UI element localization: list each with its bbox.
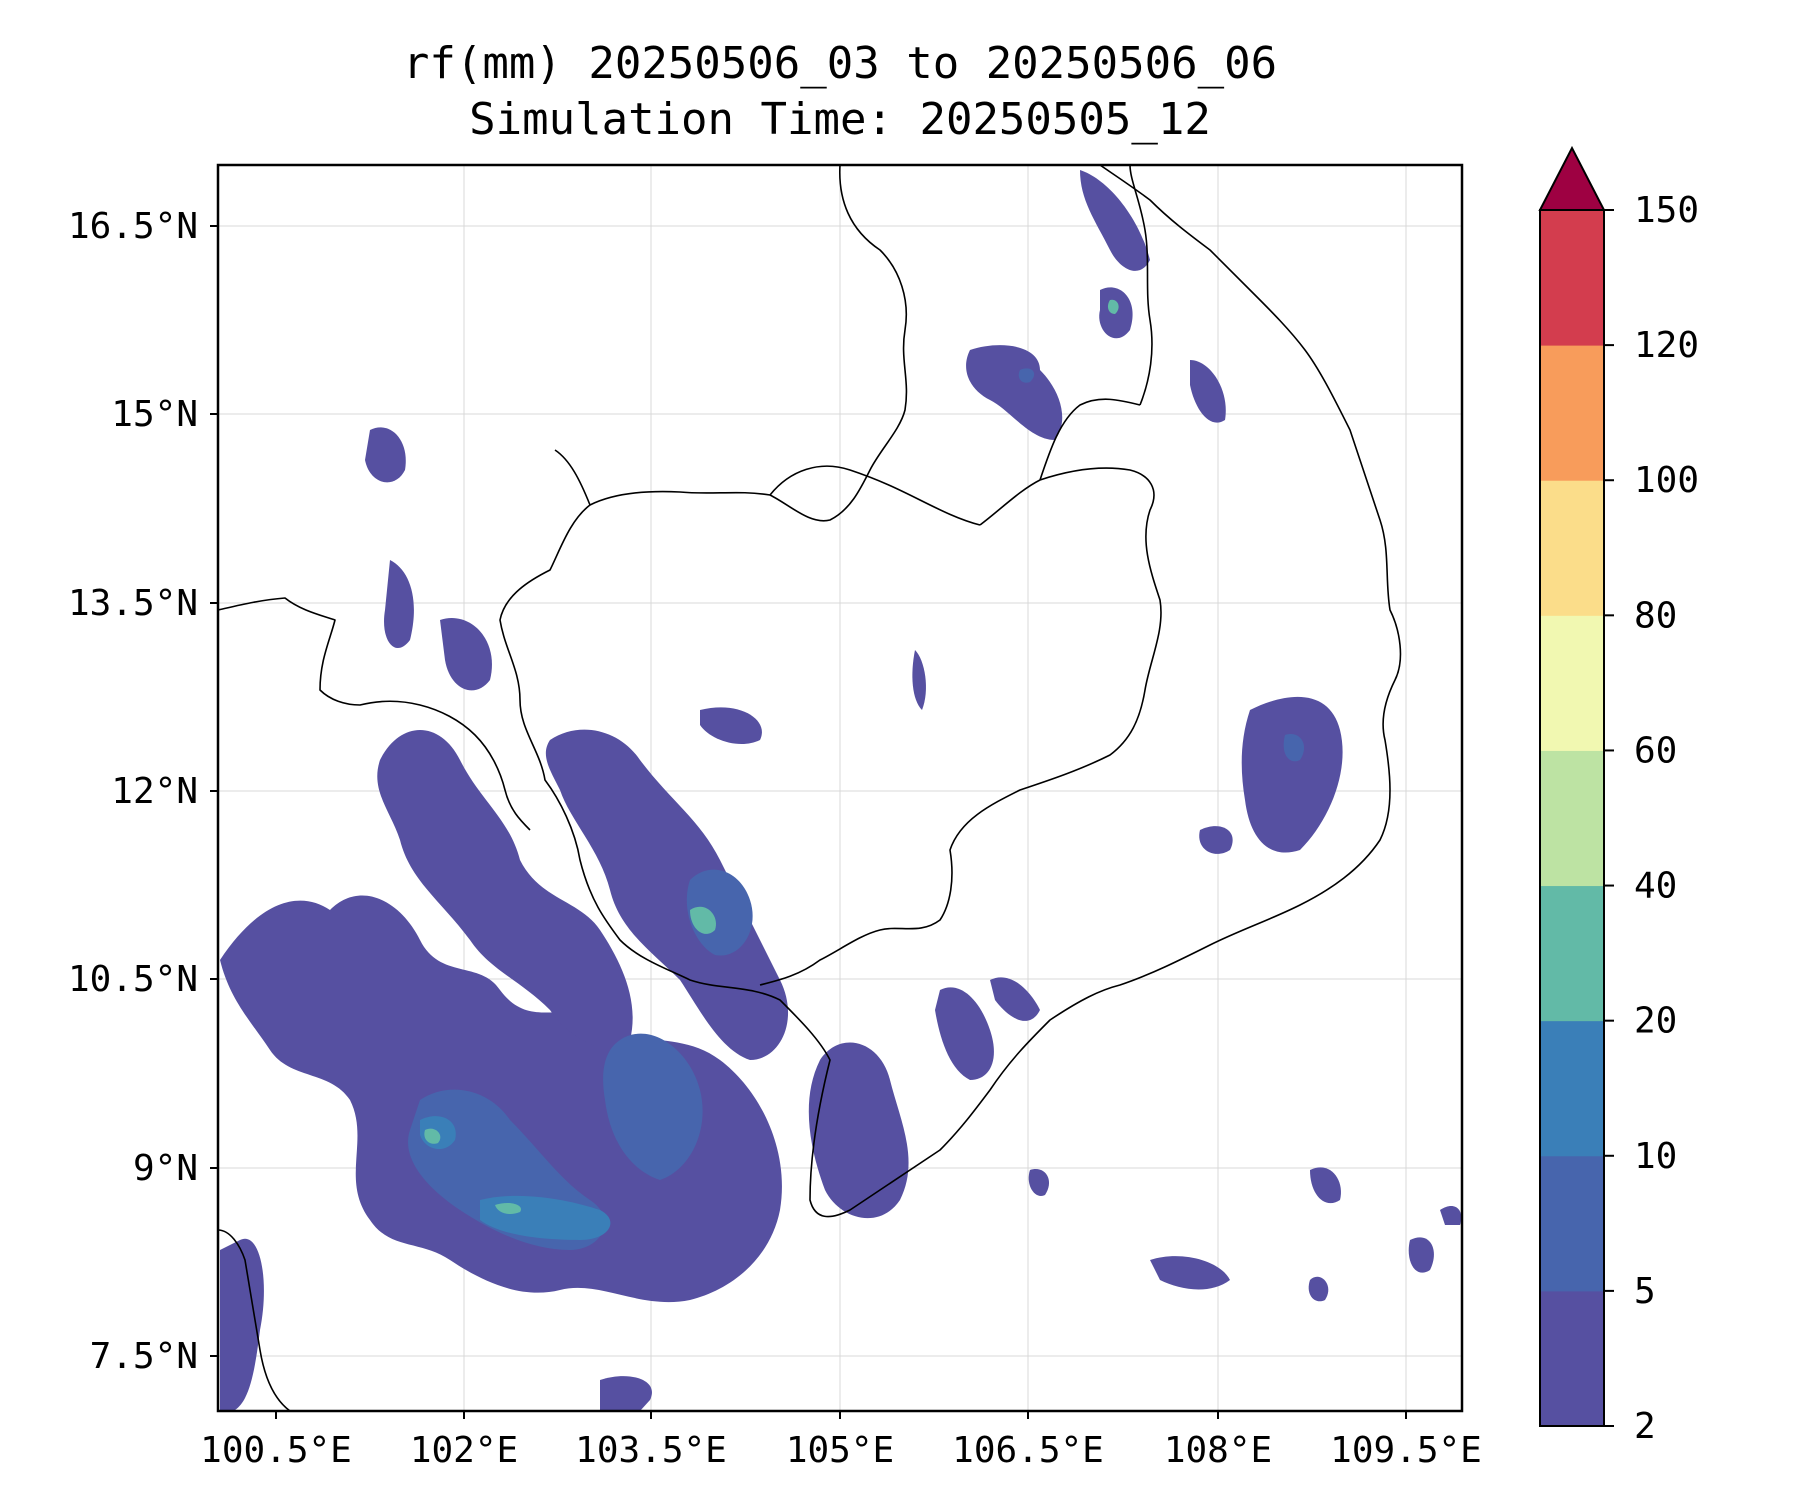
colorbar-segment: [1540, 1290, 1604, 1427]
colorbar-segment: [1540, 480, 1604, 616]
colorbar-label: 150: [1634, 190, 1699, 231]
colorbar-segment: [1540, 615, 1604, 751]
y-tick-label: 12°N: [111, 771, 198, 812]
x-tick-label: 105°E: [786, 1430, 894, 1471]
gulf-west-coast: [218, 597, 531, 831]
colorbar-segment: [1540, 210, 1604, 346]
x-tick-label: 100.5°E: [200, 1430, 352, 1471]
x-tick-label: 103.5°E: [575, 1430, 727, 1471]
map-content: [218, 165, 1462, 1411]
colorbar-label: 80: [1634, 595, 1677, 636]
x-tick-label: 109.5°E: [1330, 1430, 1482, 1471]
colorbar-label: 2: [1634, 1406, 1656, 1447]
colorbar-segment: [1540, 885, 1604, 1022]
colorbar-label: 5: [1634, 1271, 1656, 1312]
colorbar-label: 10: [1634, 1136, 1677, 1177]
map-title: rf(mm) 20250506_03 to 20250506_06: [403, 38, 1277, 89]
colorbar-segment: [1540, 750, 1604, 887]
y-tick-label: 16.5°N: [68, 206, 198, 247]
colorbar: 2 5 10 20 40 60 80 100 120 150: [1538, 145, 1699, 1447]
y-tick-label: 15°N: [111, 394, 198, 435]
country-borders: [554, 165, 1162, 986]
x-tick-label: 106.5°E: [952, 1430, 1104, 1471]
rainfall-contours: [220, 170, 1462, 1411]
colorbar-extend-arrow: [1538, 145, 1606, 211]
y-tick-label: 9°N: [133, 1148, 198, 1189]
colorbar-segment: [1540, 1020, 1604, 1157]
y-axis: 16.5°N 15°N 13.5°N 12°N 10.5°N 9°N 7.5°N: [68, 206, 218, 1377]
y-tick-label: 10.5°N: [68, 959, 198, 1000]
colorbar-label: 120: [1634, 325, 1699, 366]
y-tick-label: 13.5°N: [68, 583, 198, 624]
colorbar-outline: [1539, 209, 1605, 1427]
colorbar-label: 20: [1634, 1001, 1677, 1042]
map-subtitle: Simulation Time: 20250505_12: [469, 94, 1211, 145]
colorbar-segment: [1540, 1155, 1604, 1292]
malay-coast: [218, 1229, 291, 1411]
x-tick-label: 108°E: [1164, 1430, 1272, 1471]
y-tick-label: 7.5°N: [90, 1336, 198, 1377]
colorbar-segment: [1540, 345, 1604, 481]
x-axis: 100.5°E 102°E 103.5°E 105°E 106.5°E 108°…: [200, 1411, 1482, 1471]
colorbar-label: 100: [1634, 460, 1699, 501]
colorbar-label: 40: [1634, 866, 1677, 907]
colorbar-label: 60: [1634, 730, 1677, 771]
x-tick-label: 102°E: [410, 1430, 518, 1471]
